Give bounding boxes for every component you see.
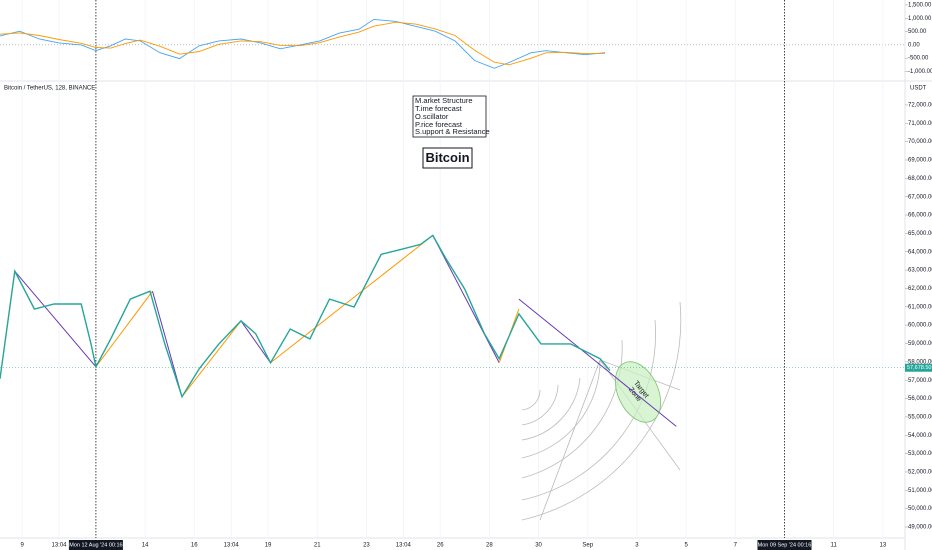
y-tick-label: 64,000.00 [908,249,932,255]
x-tick-label: 13 [880,543,887,549]
y-tick-label: 0.00 [908,42,920,48]
y-tick-label: 67,000.00 [908,194,932,200]
x-tick-label: 13:04 [396,543,412,549]
marker-label: Mon 09 Sep '24 00:16 [758,542,812,548]
zigzag-segment [14,270,97,368]
zigzag-segment [270,235,434,364]
y-tick-label: 50,000.00 [908,506,932,512]
last-price-box [905,363,932,372]
zigzag-segment [240,320,271,364]
legend-line: M.arket Structure [415,96,473,105]
target-zone [614,361,662,423]
x-tick-label: 26 [437,543,444,549]
y-tick-label: 72,000.00 [908,103,932,109]
symbol-title: Bitcoin / TetherUS, 128, BINANCE [4,86,95,92]
zigzag-segment [95,290,153,368]
zigzag-segment [151,291,183,397]
y-tick-label: 59,000.00 [908,341,932,347]
zigzag-segment [181,320,242,398]
arc [521,319,656,501]
series-line [0,21,606,66]
y-tick-label: -500.00 [908,56,929,62]
x-tick-label: 11 [831,543,838,549]
legend-line: T.ime forecast [415,104,463,113]
y-tick-label: 58,000.00 [908,359,932,365]
x-tick-label: 13:04 [52,543,68,549]
y-tick-label: 62,000.00 [908,286,932,292]
y-tick-label: 66,000.00 [908,213,932,219]
badge: Bitcoin [425,150,469,165]
y-tick-label: 70,000.00 [908,139,932,145]
x-tick-label: 14 [142,543,149,549]
x-tick-label: 9 [20,543,24,549]
zigzag-segment [432,235,500,363]
y-tick-label: 57,000.00 [908,378,932,384]
y-tick-label: 51,000.00 [908,488,932,494]
y-tick-label: 49,000.00 [908,525,932,531]
y-tick-label: 500.00 [908,29,927,35]
arc [521,339,623,479]
currency-label: USDT [910,86,927,92]
y-tick-label: 71,000.00 [908,121,932,127]
y-tick-label: 69,000.00 [908,158,932,164]
arc [521,359,601,459]
series-line [0,18,606,69]
series-line [0,234,611,399]
arc [521,377,581,441]
last-price-label: 57,678.50 [907,365,931,371]
y-tick-label: 63,000.00 [908,268,932,274]
fan-ray [539,359,601,521]
y-tick-label: 54,000.00 [908,433,932,439]
x-tick-label: 23 [363,543,370,549]
y-tick-label: -1,000.00 [908,69,932,75]
y-tick-label: 53,000.00 [908,451,932,457]
legend-line: S.upport & Resistance [415,127,490,136]
y-tick-label: 68,000.00 [908,176,932,182]
arc [521,384,559,426]
x-tick-label: Sep [582,543,593,549]
legend-line: P.rice forecast [415,120,463,129]
fan-arcs [521,301,682,521]
y-tick-label: 52,000.00 [908,470,932,476]
arc [521,389,541,411]
x-tick-label: 5 [684,543,688,549]
x-tick-label: 28 [486,543,493,549]
forecast-line [518,298,677,427]
arc [521,301,682,521]
x-tick-label: 3 [635,543,639,549]
y-tick-label: 1,500.00 [908,3,932,9]
x-tick-label: 30 [535,543,542,549]
y-tick-label: 60,000.00 [908,323,932,329]
y-tick-label: 61,000.00 [908,304,932,310]
marker-label-box [757,540,812,550]
y-tick-label: 65,000.00 [908,231,932,237]
y-tick-label: 55,000.00 [908,414,932,420]
legend-line: O.scillator [415,112,449,121]
badge-box [422,147,473,169]
x-tick-label: 7 [734,543,738,549]
x-tick-label: 21 [314,543,321,549]
x-tick-label: 13:04 [224,543,240,549]
x-tick-label: 19 [265,543,272,549]
marker-label-box [68,540,123,550]
marker-label: Mon 12 Aug '24 00:16 [69,542,122,548]
y-tick-label: 1,000.00 [908,16,932,22]
y-tick-label: 56,000.00 [908,396,932,402]
x-tick-label: 16 [191,543,198,549]
legend-box [412,95,487,138]
